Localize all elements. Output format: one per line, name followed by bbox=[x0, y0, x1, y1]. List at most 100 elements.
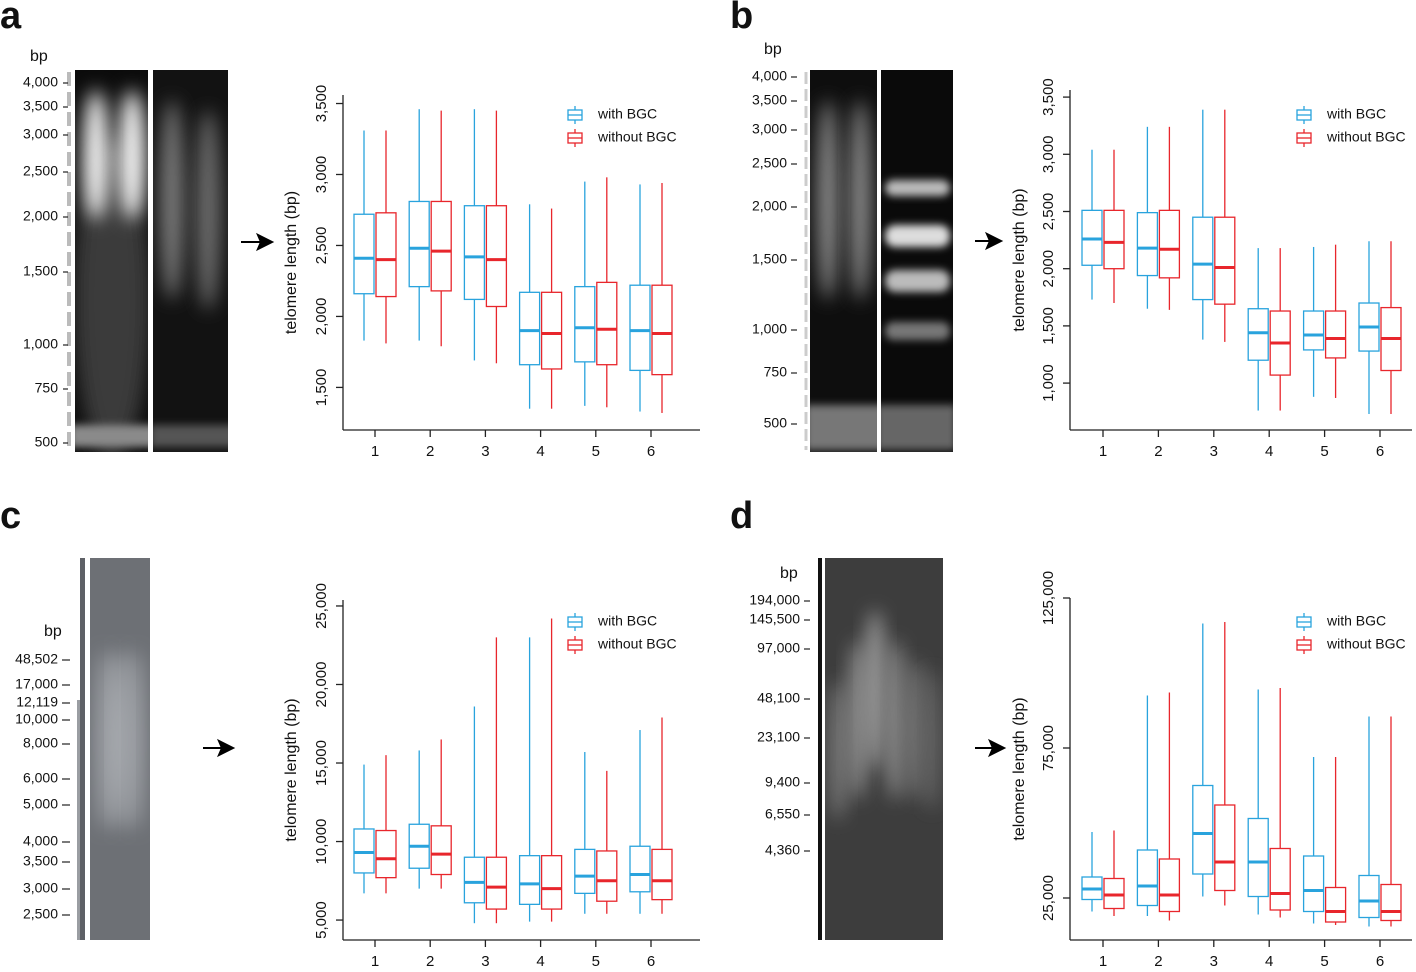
x-tick-label: 6 bbox=[1376, 443, 1384, 460]
legend-item: without BGC bbox=[567, 129, 677, 147]
box bbox=[430, 200, 452, 292]
ladder-label: 4,000 bbox=[23, 833, 58, 849]
legend-label: without BGC bbox=[1326, 636, 1406, 652]
x-tick-label: 2 bbox=[1154, 953, 1162, 970]
ladder-label: 1,000 bbox=[23, 336, 58, 352]
box bbox=[1247, 308, 1269, 361]
ladder-label: 17,000 bbox=[15, 676, 58, 692]
gel-unit: bp bbox=[44, 623, 62, 640]
legend-label: without BGC bbox=[1326, 129, 1406, 145]
ladder-label: 6,550 bbox=[765, 806, 800, 822]
x-tick-label: 3 bbox=[481, 443, 489, 460]
box bbox=[1302, 310, 1325, 351]
y-axis-label: telomere length (bp) bbox=[283, 191, 300, 334]
box bbox=[485, 856, 508, 910]
x-tick-label: 6 bbox=[647, 443, 655, 460]
ladder-label: 1,500 bbox=[23, 263, 58, 279]
y-tick-label: 25,000 bbox=[1040, 875, 1057, 921]
panel-label: a bbox=[0, 0, 22, 37]
legend-item: with BGC bbox=[1296, 613, 1386, 631]
ladder-label: 97,000 bbox=[757, 640, 800, 656]
y-tick-label: 3,000 bbox=[313, 156, 330, 194]
legend-item: without BGC bbox=[1296, 129, 1406, 147]
box bbox=[1158, 858, 1181, 913]
panel-label: d bbox=[730, 495, 753, 537]
x-tick-label: 5 bbox=[1320, 443, 1328, 460]
ladder-label: 2,500 bbox=[23, 163, 58, 179]
legend-item: without BGC bbox=[567, 636, 677, 654]
arrow bbox=[203, 231, 1007, 758]
ladder-label: 750 bbox=[764, 364, 788, 380]
ladder-label: 4,000 bbox=[752, 68, 787, 84]
box bbox=[1302, 855, 1325, 913]
x-tick-label: 4 bbox=[536, 443, 544, 460]
ladder-label: 2,000 bbox=[752, 198, 787, 214]
ladder-label: 3,000 bbox=[23, 126, 58, 142]
ladder-label: 9,400 bbox=[765, 774, 800, 790]
box bbox=[518, 855, 541, 906]
box bbox=[1247, 817, 1269, 898]
y-tick-label: 5,000 bbox=[313, 901, 330, 939]
y-tick-label: 15,000 bbox=[313, 740, 330, 786]
gel-unit: bp bbox=[780, 565, 798, 582]
box bbox=[485, 205, 508, 308]
box bbox=[1136, 849, 1159, 907]
box bbox=[540, 291, 563, 370]
ladder-label: 2,500 bbox=[23, 906, 58, 922]
ladder-label: 4,360 bbox=[765, 842, 800, 858]
ladder-label: 3,000 bbox=[23, 880, 58, 896]
box bbox=[1380, 883, 1402, 922]
legend-label: with BGC bbox=[597, 106, 657, 122]
box bbox=[1324, 310, 1347, 359]
x-tick-label: 5 bbox=[592, 953, 600, 970]
y-tick-label: 1,500 bbox=[313, 369, 330, 407]
x-tick-label: 1 bbox=[1099, 953, 1107, 970]
legend-label: without BGC bbox=[597, 636, 677, 652]
y-axis-label: telomere length (bp) bbox=[1011, 188, 1028, 331]
ladder-label: 5,000 bbox=[23, 796, 58, 812]
y-tick-label: 1,500 bbox=[1040, 307, 1057, 345]
panel: cbp48,50217,00012,11910,0008,0006,0005,0… bbox=[0, 495, 700, 970]
y-tick-label: 3,500 bbox=[1040, 78, 1057, 116]
legend-label: without BGC bbox=[597, 129, 677, 145]
y-tick-label: 25,000 bbox=[313, 583, 330, 629]
box bbox=[353, 213, 375, 295]
y-tick-label: 125,000 bbox=[1040, 571, 1057, 625]
legend-label: with BGC bbox=[597, 613, 657, 629]
ladder-label: 3,000 bbox=[752, 121, 787, 137]
ladder-label: 48,100 bbox=[757, 690, 800, 706]
x-tick-label: 4 bbox=[1265, 953, 1273, 970]
y-tick-label: 20,000 bbox=[313, 662, 330, 708]
x-tick-label: 5 bbox=[592, 443, 600, 460]
box bbox=[1136, 211, 1159, 277]
ladder-label: 1,500 bbox=[752, 251, 787, 267]
gel-image bbox=[804, 70, 953, 452]
x-tick-label: 2 bbox=[426, 953, 434, 970]
x-tick-label: 4 bbox=[1265, 443, 1273, 460]
y-tick-label: 10,000 bbox=[313, 819, 330, 865]
x-tick-label: 3 bbox=[481, 953, 489, 970]
y-tick-label: 2,000 bbox=[1040, 250, 1057, 288]
y-axis-label: telomere length (bp) bbox=[283, 698, 300, 841]
box bbox=[1214, 804, 1236, 892]
box bbox=[518, 291, 541, 366]
box bbox=[375, 212, 397, 298]
ladder-label: 3,500 bbox=[23, 853, 58, 869]
panel-label: b bbox=[730, 0, 753, 37]
x-tick-label: 3 bbox=[1210, 953, 1218, 970]
box bbox=[596, 281, 618, 366]
x-tick-label: 1 bbox=[371, 953, 379, 970]
box bbox=[1158, 209, 1181, 279]
gel-image bbox=[818, 558, 943, 940]
ladder-label: 6,000 bbox=[23, 770, 58, 786]
y-tick-label: 3,500 bbox=[313, 85, 330, 123]
ladder-label: 194,000 bbox=[749, 592, 800, 608]
box bbox=[1324, 886, 1347, 923]
legend-item: with BGC bbox=[1296, 106, 1386, 124]
box bbox=[408, 200, 430, 288]
box bbox=[651, 848, 673, 901]
x-tick-label: 6 bbox=[647, 953, 655, 970]
x-tick-label: 2 bbox=[426, 443, 434, 460]
ladder-label: 10,000 bbox=[15, 711, 58, 727]
